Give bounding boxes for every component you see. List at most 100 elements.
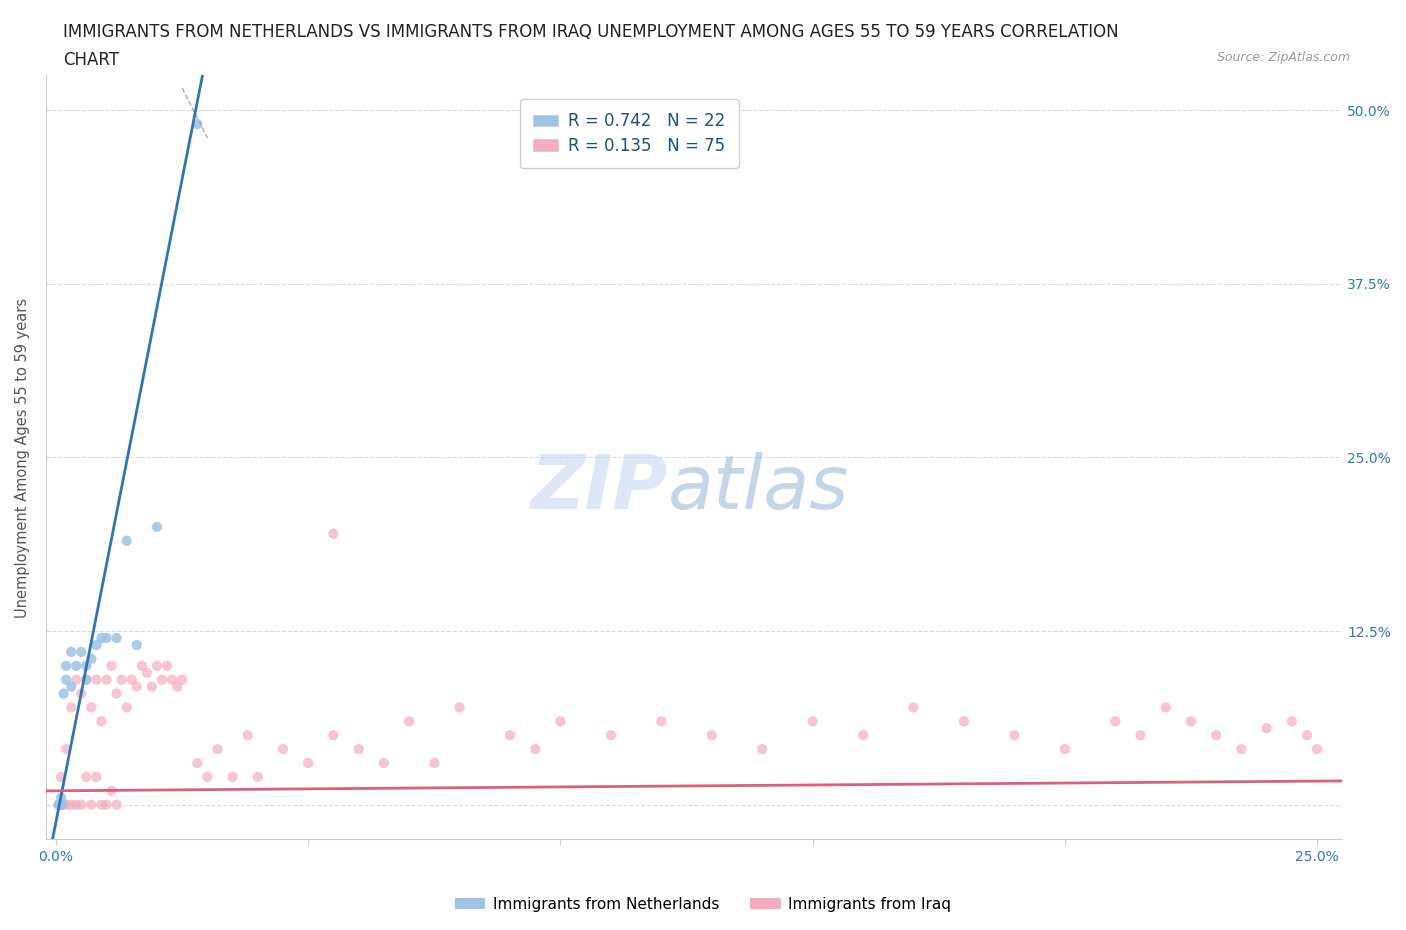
Point	[852, 728, 875, 743]
Point	[236, 728, 259, 743]
Point	[90, 631, 112, 645]
Point	[271, 742, 294, 757]
Point	[70, 644, 93, 659]
Point	[221, 769, 243, 784]
Point	[373, 755, 395, 770]
Point	[60, 700, 83, 715]
Point	[550, 714, 572, 729]
Point	[86, 672, 108, 687]
Point	[65, 797, 87, 812]
Point	[1306, 742, 1329, 757]
Point	[524, 742, 547, 757]
Point	[52, 797, 75, 812]
Point	[1281, 714, 1303, 729]
Point	[111, 672, 134, 687]
Point	[146, 658, 169, 673]
Point	[55, 658, 77, 673]
Point	[105, 797, 128, 812]
Point	[96, 797, 118, 812]
Point	[347, 742, 370, 757]
Point	[135, 665, 157, 680]
Point	[1296, 728, 1319, 743]
Point	[449, 700, 471, 715]
Point	[75, 672, 97, 687]
Point	[65, 672, 87, 687]
Point	[156, 658, 179, 673]
Point	[1230, 742, 1253, 757]
Point	[1129, 728, 1152, 743]
Text: Source: ZipAtlas.com: Source: ZipAtlas.com	[1216, 51, 1350, 64]
Legend: Immigrants from Netherlands, Immigrants from Iraq: Immigrants from Netherlands, Immigrants …	[449, 891, 957, 918]
Point	[125, 638, 148, 653]
Point	[131, 658, 153, 673]
Point	[51, 797, 73, 812]
Point	[599, 728, 621, 743]
Point	[48, 797, 70, 812]
Point	[96, 631, 118, 645]
Point	[160, 672, 183, 687]
Point	[75, 672, 97, 687]
Point	[1205, 728, 1227, 743]
Text: atlas: atlas	[668, 452, 849, 524]
Point	[49, 769, 72, 784]
Point	[100, 658, 122, 673]
Point	[146, 520, 169, 535]
Point	[121, 672, 143, 687]
Point	[70, 797, 93, 812]
Point	[1154, 700, 1177, 715]
Point	[49, 797, 72, 812]
Point	[65, 658, 87, 673]
Point	[1256, 721, 1278, 736]
Point	[90, 714, 112, 729]
Point	[80, 700, 103, 715]
Point	[1104, 714, 1126, 729]
Point	[80, 651, 103, 666]
Point	[141, 679, 163, 694]
Point	[322, 526, 344, 541]
Point	[398, 714, 420, 729]
Point	[953, 714, 976, 729]
Point	[80, 797, 103, 812]
Point	[96, 672, 118, 687]
Point	[207, 742, 229, 757]
Point	[150, 672, 173, 687]
Point	[48, 797, 70, 812]
Point	[60, 797, 83, 812]
Legend: R = 0.742   N = 22, R = 0.135   N = 75: R = 0.742 N = 22, R = 0.135 N = 75	[520, 100, 738, 168]
Point	[166, 679, 188, 694]
Point	[751, 742, 773, 757]
Point	[115, 700, 138, 715]
Point	[55, 672, 77, 687]
Point	[75, 769, 97, 784]
Point	[105, 686, 128, 701]
Point	[322, 728, 344, 743]
Point	[75, 658, 97, 673]
Point	[1180, 714, 1202, 729]
Point	[195, 769, 218, 784]
Point	[55, 797, 77, 812]
Point	[100, 783, 122, 798]
Point	[423, 755, 446, 770]
Point	[499, 728, 522, 743]
Point	[700, 728, 723, 743]
Point	[903, 700, 925, 715]
Point	[125, 679, 148, 694]
Point	[60, 644, 83, 659]
Point	[801, 714, 824, 729]
Point	[90, 797, 112, 812]
Point	[246, 769, 269, 784]
Point	[55, 742, 77, 757]
Point	[105, 631, 128, 645]
Point	[52, 686, 75, 701]
Point	[186, 755, 208, 770]
Text: ZIP: ZIP	[531, 451, 668, 525]
Point	[60, 679, 83, 694]
Point	[172, 672, 194, 687]
Point	[86, 638, 108, 653]
Point	[1002, 728, 1025, 743]
Point	[86, 769, 108, 784]
Point	[70, 686, 93, 701]
Point	[186, 116, 208, 131]
Point	[1053, 742, 1076, 757]
Point	[650, 714, 672, 729]
